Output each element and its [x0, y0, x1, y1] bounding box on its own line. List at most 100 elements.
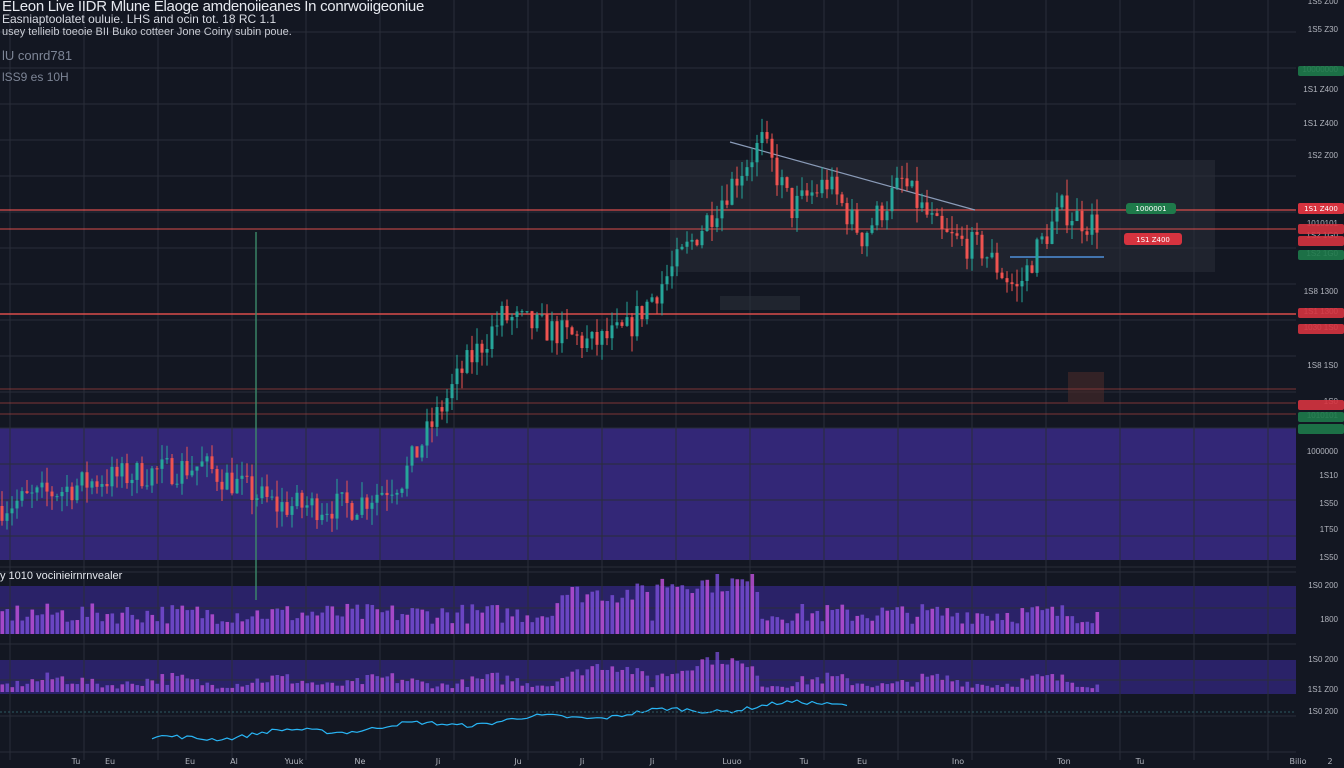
volume-bar — [805, 620, 810, 634]
volume-bar — [755, 591, 760, 634]
candle-body — [735, 178, 739, 186]
candle — [825, 169, 829, 199]
volume-bar — [110, 613, 115, 634]
volume-bar-2 — [175, 676, 180, 692]
candle-body — [930, 213, 934, 215]
candle-body — [1065, 195, 1069, 226]
candle — [45, 467, 49, 507]
candle-body — [150, 468, 154, 486]
y-tick-label: 1S10 — [1319, 471, 1338, 480]
candle — [625, 301, 629, 327]
symbol-label[interactable]: lU conrd781 — [2, 48, 73, 63]
volume-bar-2 — [105, 685, 110, 692]
candle-body — [645, 301, 649, 320]
candle — [795, 185, 799, 232]
volume-bar-2 — [1025, 679, 1030, 692]
volume-bar — [480, 612, 485, 634]
volume-bar-2 — [905, 681, 910, 692]
volume-bar — [180, 605, 185, 634]
volume-bar-2 — [370, 674, 375, 692]
volume-bar-2 — [750, 666, 755, 692]
candle-body — [240, 475, 244, 479]
volume-bar — [1050, 606, 1055, 634]
candle-body — [730, 178, 734, 205]
chart-title: ELeon Live IIDR Mlune Elaoge amdenoiiean… — [2, 0, 424, 15]
candle-body — [440, 407, 444, 412]
candle-body — [5, 513, 9, 521]
volume-bar — [510, 616, 515, 634]
y-tick-label: 1S0 200 — [1308, 581, 1338, 590]
volume-bar — [420, 609, 425, 634]
volume-bar-2 — [695, 666, 700, 692]
candle-body — [285, 502, 289, 515]
price-badge: 1S1 Z400 — [1124, 233, 1182, 245]
volume-bar-2 — [915, 682, 920, 692]
volume-bar-2 — [80, 677, 85, 692]
candle — [270, 489, 274, 501]
candle-body — [765, 132, 769, 139]
candle — [570, 325, 574, 336]
candle — [255, 494, 259, 507]
volume-bar — [245, 619, 250, 634]
candle-body — [260, 486, 264, 499]
candle-body — [950, 231, 954, 234]
candle-body — [60, 491, 64, 497]
volume-bar — [475, 610, 480, 634]
volume-bar-2 — [925, 676, 930, 692]
axis-badge — [1298, 66, 1344, 76]
candle-body — [160, 459, 164, 469]
volume-bar — [580, 602, 585, 634]
volume-bar — [355, 604, 360, 634]
volume-bar — [765, 620, 770, 634]
volume-bar-2 — [415, 679, 420, 692]
candle-body — [590, 331, 594, 339]
volume-bar-2 — [1000, 686, 1005, 692]
volume-bar-2 — [755, 675, 760, 692]
volume-bar — [140, 622, 145, 634]
volume-bar — [295, 618, 300, 634]
x-tick-label: Ju — [513, 757, 521, 766]
candle — [995, 242, 999, 280]
candle-body — [860, 232, 864, 247]
volume-bar-2 — [180, 674, 185, 692]
volume-bar-2 — [160, 674, 165, 692]
candle-body — [940, 215, 944, 229]
candle-body — [715, 218, 719, 227]
candle — [895, 166, 899, 190]
candle — [20, 487, 24, 507]
volume-bar — [125, 607, 130, 634]
candle-body — [110, 466, 114, 487]
volume-bar — [325, 605, 330, 634]
candle — [740, 162, 744, 199]
candle — [105, 469, 109, 494]
volume-bar — [890, 609, 895, 634]
candle — [300, 490, 304, 519]
candle — [945, 218, 949, 233]
candles — [0, 118, 1099, 532]
volume-bar-2 — [355, 677, 360, 692]
candle — [50, 486, 54, 510]
candle-body — [80, 472, 84, 486]
volume-bar-2 — [505, 675, 510, 692]
volume-bar-2 — [1030, 675, 1035, 692]
volume-bar — [675, 586, 680, 634]
volume-bar-2 — [740, 663, 745, 692]
axis-badge — [1298, 224, 1344, 234]
candle — [960, 226, 964, 246]
volume-bar — [1060, 605, 1065, 634]
volume-bar-2 — [5, 683, 10, 692]
candle-body — [425, 421, 429, 446]
candle-body — [985, 257, 989, 259]
volume-bar-2 — [515, 678, 520, 692]
candle-body — [600, 331, 604, 345]
candle-body — [900, 177, 904, 179]
volume-bar-2 — [660, 673, 665, 692]
chart-subtitle-2: usey tellieib toeoie BII Buko cotteer Jo… — [2, 26, 292, 38]
volume-bar — [665, 587, 670, 634]
candle-body — [450, 384, 454, 399]
x-tick-label: Ton — [1056, 757, 1071, 766]
candle — [320, 503, 324, 525]
volume-bar — [1015, 623, 1020, 634]
volume-bar — [835, 609, 840, 634]
